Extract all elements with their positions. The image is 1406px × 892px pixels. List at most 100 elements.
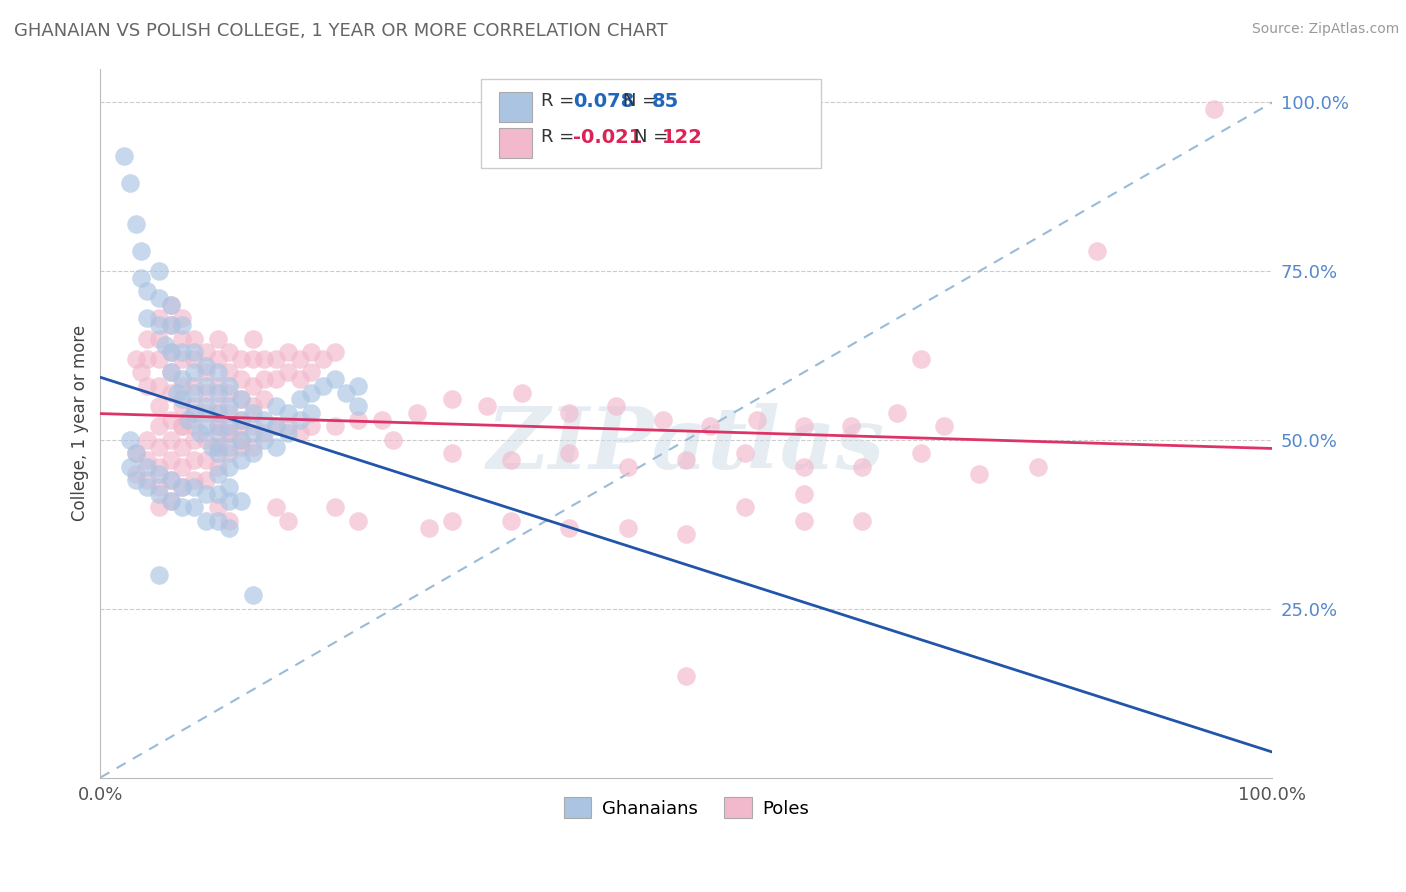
Point <box>118 177 141 191</box>
Point <box>218 419 240 434</box>
Point <box>347 379 370 393</box>
Text: 0.078: 0.078 <box>572 92 634 111</box>
Point <box>136 480 159 494</box>
Point <box>288 426 311 441</box>
Point <box>652 412 675 426</box>
Point <box>382 433 405 447</box>
Point <box>229 419 252 434</box>
Point <box>312 379 335 393</box>
Point <box>617 459 640 474</box>
Point <box>172 351 194 366</box>
Point <box>183 419 205 434</box>
Point <box>218 459 240 474</box>
Point <box>242 588 264 602</box>
Point <box>886 406 908 420</box>
Point <box>699 419 721 434</box>
Point <box>229 392 252 407</box>
Point <box>183 500 205 515</box>
Point <box>159 298 181 312</box>
Point <box>148 332 170 346</box>
Point <box>335 385 357 400</box>
Point <box>207 467 229 481</box>
Point <box>183 474 205 488</box>
Point <box>172 480 194 494</box>
Point <box>188 426 211 441</box>
Point <box>136 351 159 366</box>
Point <box>207 332 229 346</box>
Point <box>136 459 159 474</box>
Point <box>264 500 287 515</box>
Point <box>229 412 252 426</box>
Point <box>499 514 522 528</box>
Point <box>323 419 346 434</box>
Point <box>242 406 264 420</box>
Point <box>299 385 322 400</box>
Point <box>207 399 229 413</box>
Point <box>166 385 188 400</box>
Point <box>605 399 627 413</box>
Point <box>172 440 194 454</box>
Point <box>153 338 176 352</box>
Point <box>242 440 264 454</box>
Point <box>131 365 153 379</box>
Point <box>148 318 170 332</box>
Point <box>194 379 217 393</box>
Point <box>288 412 311 426</box>
Point <box>194 453 217 467</box>
Point <box>172 372 194 386</box>
Point <box>183 433 205 447</box>
Point <box>131 244 153 258</box>
Text: R =: R = <box>541 128 581 146</box>
Point <box>277 514 299 528</box>
Point <box>218 365 240 379</box>
Point <box>159 298 181 312</box>
Point <box>194 406 217 420</box>
Point <box>159 453 181 467</box>
Point <box>218 385 240 400</box>
Point <box>148 379 170 393</box>
Point <box>148 500 170 515</box>
Point <box>277 426 299 441</box>
Y-axis label: College, 1 year or more: College, 1 year or more <box>72 325 89 521</box>
Point <box>159 365 181 379</box>
Point <box>131 270 153 285</box>
Point <box>793 487 815 501</box>
Point <box>194 345 217 359</box>
Point <box>793 514 815 528</box>
Point <box>159 385 181 400</box>
Point <box>136 379 159 393</box>
Point <box>253 412 276 426</box>
Point <box>253 392 276 407</box>
Point <box>112 149 135 163</box>
Point <box>288 392 311 407</box>
Point <box>839 419 862 434</box>
Point <box>159 318 181 332</box>
Point <box>172 480 194 494</box>
Point <box>207 379 229 393</box>
Point <box>194 359 217 373</box>
Point <box>218 480 240 494</box>
Point <box>229 372 252 386</box>
Text: N =: N = <box>623 92 664 110</box>
Point <box>159 433 181 447</box>
Point <box>136 453 159 467</box>
Point <box>347 399 370 413</box>
Point <box>172 459 194 474</box>
Point <box>675 669 697 683</box>
Point <box>148 467 170 481</box>
Point <box>323 345 346 359</box>
Point <box>253 426 276 441</box>
Point <box>734 500 756 515</box>
Text: N =: N = <box>634 128 673 146</box>
Point <box>242 351 264 366</box>
Point <box>207 419 229 434</box>
Point <box>218 406 240 420</box>
Point <box>201 440 224 454</box>
Point <box>118 459 141 474</box>
Text: Source: ZipAtlas.com: Source: ZipAtlas.com <box>1251 22 1399 37</box>
Point <box>229 392 252 407</box>
Point <box>299 406 322 420</box>
Point <box>159 493 181 508</box>
Text: 122: 122 <box>662 128 703 147</box>
Text: -0.021: -0.021 <box>572 128 643 147</box>
